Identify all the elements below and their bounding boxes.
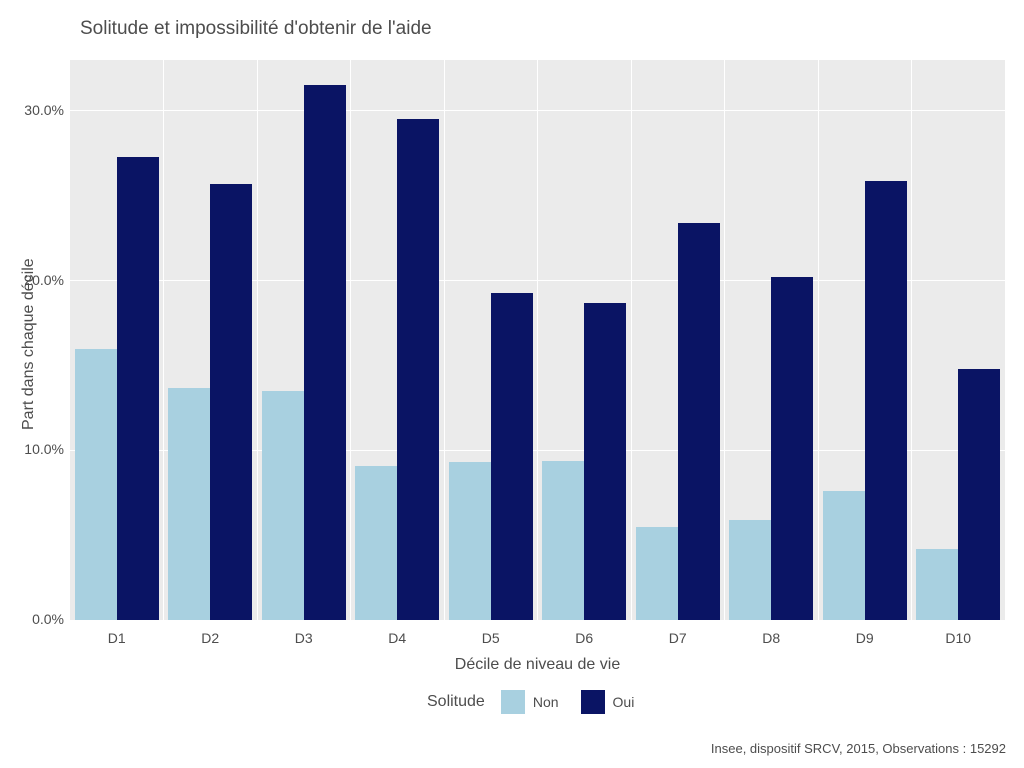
legend-swatch [501, 690, 525, 714]
bar [916, 549, 958, 620]
chart-title: Solitude et impossibilité d'obtenir de l… [80, 18, 432, 40]
bar [75, 349, 117, 621]
legend-item-label: Non [533, 694, 559, 710]
x-tick-label: D2 [164, 630, 258, 646]
bar [584, 303, 626, 620]
y-tick-label: 10.0% [24, 441, 64, 457]
bar [542, 461, 584, 621]
legend: Solitude Non Oui [427, 690, 648, 714]
bar [397, 119, 439, 620]
bar [355, 466, 397, 620]
bar [958, 369, 1000, 620]
x-tick-label: D5 [444, 630, 538, 646]
bar [636, 527, 678, 620]
bar [304, 85, 346, 620]
bar [117, 157, 159, 620]
bar [771, 277, 813, 620]
legend-swatch [581, 690, 605, 714]
x-tick-label: D8 [725, 630, 819, 646]
legend-item-label: Oui [613, 694, 635, 710]
chart-container: Solitude et impossibilité d'obtenir de l… [0, 0, 1024, 768]
gridline-x [257, 60, 258, 620]
bar [449, 462, 491, 620]
gridline-x [631, 60, 632, 620]
bar [210, 184, 252, 620]
gridline-x [537, 60, 538, 620]
x-tick-label: D10 [912, 630, 1006, 646]
x-axis-label: Décile de niveau de vie [70, 656, 1005, 674]
chart-caption: Insee, dispositif SRCV, 2015, Observatio… [711, 741, 1006, 756]
y-tick-label: 20.0% [24, 272, 64, 288]
legend-title: Solitude [427, 693, 485, 711]
gridline-x [724, 60, 725, 620]
bar [678, 223, 720, 620]
x-tick-label: D4 [351, 630, 445, 646]
bar [491, 293, 533, 621]
bar [729, 520, 771, 620]
plot-area [70, 60, 1005, 620]
gridline-x [350, 60, 351, 620]
gridline-x [163, 60, 164, 620]
y-tick-label: 0.0% [32, 611, 64, 627]
bar [823, 491, 865, 620]
x-tick-label: D6 [538, 630, 632, 646]
bar [262, 391, 304, 620]
x-tick-label: D7 [631, 630, 725, 646]
x-tick-label: D1 [70, 630, 164, 646]
x-tick-label: D9 [818, 630, 912, 646]
gridline-x [818, 60, 819, 620]
gridline-x [911, 60, 912, 620]
bar [168, 388, 210, 620]
x-tick-label: D3 [257, 630, 351, 646]
y-tick-label: 30.0% [24, 102, 64, 118]
bar [865, 181, 907, 621]
gridline-x [444, 60, 445, 620]
